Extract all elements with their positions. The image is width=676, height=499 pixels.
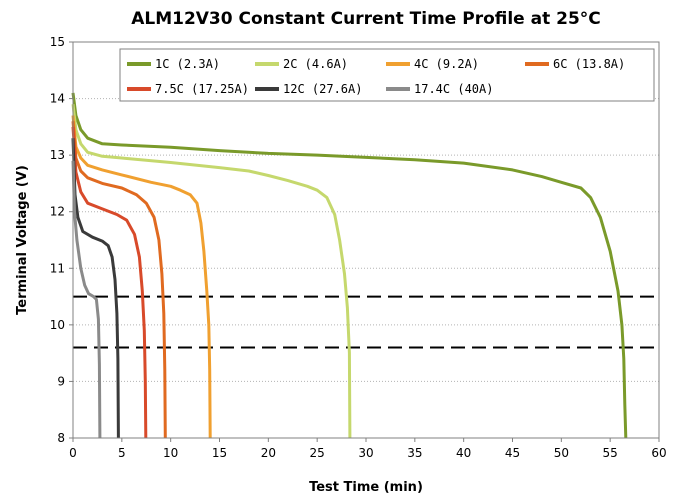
x-axis-label: Test Time (min) <box>309 480 423 495</box>
y-tick-label: 8 <box>57 431 65 445</box>
x-tick-label: 55 <box>603 446 618 460</box>
legend-label: 6C (13.8A) <box>553 57 625 71</box>
y-axis-ticks: 8 9 10 11 12 13 14 15 <box>50 35 73 445</box>
chart-title: ALM12V30 Constant Current Time Profile a… <box>131 9 601 29</box>
y-axis-label: Terminal Voltage (V) <box>15 165 30 315</box>
legend-label: 2C (4.6A) <box>283 57 348 71</box>
series-line-6 <box>71 160 102 439</box>
x-tick-label: 20 <box>261 446 276 460</box>
x-tick-label: 50 <box>554 446 569 460</box>
series-line-5 <box>71 138 120 439</box>
series-line-2 <box>71 115 212 439</box>
x-tick-label: 60 <box>651 446 666 460</box>
series-line-1 <box>71 104 352 439</box>
y-tick-label: 11 <box>50 261 65 275</box>
reference-lines <box>73 295 659 349</box>
x-tick-label: 30 <box>358 446 373 460</box>
grid <box>73 98 659 382</box>
y-tick-label: 9 <box>57 374 65 388</box>
x-tick-label: 5 <box>118 446 126 460</box>
series-line-3 <box>71 121 167 439</box>
x-tick-label: 0 <box>69 446 77 460</box>
series-line-4 <box>71 126 148 439</box>
x-tick-label: 25 <box>310 446 325 460</box>
legend-label: 12C (27.6A) <box>283 82 362 96</box>
x-tick-label: 40 <box>456 446 471 460</box>
legend-label: 7.5C (17.25A) <box>155 82 249 96</box>
y-tick-label: 12 <box>50 205 65 219</box>
series-line-0 <box>71 92 628 439</box>
y-tick-label: 10 <box>50 318 65 332</box>
y-tick-label: 15 <box>50 35 65 49</box>
x-tick-label: 35 <box>407 446 422 460</box>
y-tick-label: 14 <box>50 92 65 106</box>
y-tick-label: 13 <box>50 148 65 162</box>
legend-box <box>119 48 655 102</box>
series-lines <box>71 92 628 439</box>
x-tick-label: 10 <box>163 446 178 460</box>
legend: 1C (2.3A) 2C (4.6A) 4C (9.2A) 6C (13.8A) 7.5… <box>119 48 655 102</box>
x-tick-label: 15 <box>212 446 227 460</box>
x-tick-label: 45 <box>505 446 520 460</box>
legend-label: 17.4C (40A) <box>414 82 493 96</box>
legend-label: 4C (9.2A) <box>414 57 479 71</box>
x-axis-ticks: 0 5 10 15 20 25 30 35 40 45 50 55 60 <box>69 438 667 460</box>
legend-label: 1C (2.3A) <box>155 57 220 71</box>
